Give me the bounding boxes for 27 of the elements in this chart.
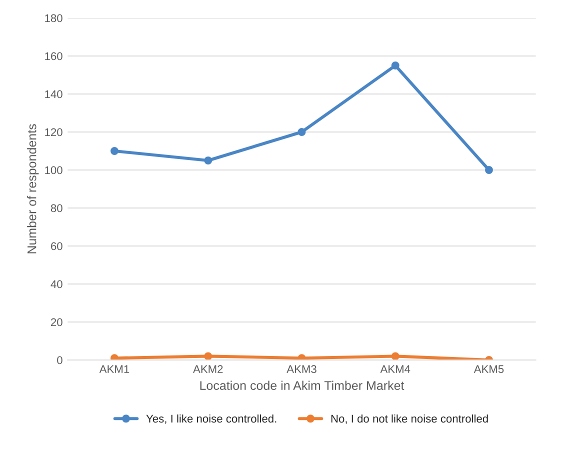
x-tick-label: AKM3 — [286, 365, 316, 374]
y-tick-label: 0 — [57, 356, 62, 364]
point — [298, 128, 306, 136]
x-axis-title: Location code in Akim Timber Market — [200, 380, 404, 390]
x-tick-label: AKM2 — [193, 365, 223, 373]
point — [110, 354, 118, 360]
y-tick-label: 20 — [51, 318, 62, 326]
y-tick-label: 180 — [45, 14, 62, 22]
point — [204, 352, 212, 360]
y-tick-label: 100 — [45, 166, 62, 174]
y-tick-label: 140 — [45, 90, 62, 98]
point — [204, 156, 212, 164]
y-tick-label: 40 — [50, 280, 62, 288]
legend-label: Yes, I like noise controlled. — [146, 414, 276, 424]
point — [391, 352, 400, 360]
y-tick-label: 80 — [50, 204, 62, 212]
x-tick-label: AKM4 — [380, 365, 410, 373]
y-axis-title: Number of respondents — [27, 124, 39, 254]
point — [391, 62, 400, 70]
y-tick-label: 160 — [45, 52, 62, 60]
x-tick-label: AKM5 — [474, 365, 504, 374]
x-tick-label: AKM1 — [99, 365, 130, 373]
legend-label: No, I do not like noise controlled — [331, 414, 488, 424]
point — [110, 147, 118, 155]
y-tick-label: 120 — [45, 128, 62, 136]
y-tick-label: 60 — [51, 242, 62, 250]
point — [484, 166, 493, 174]
